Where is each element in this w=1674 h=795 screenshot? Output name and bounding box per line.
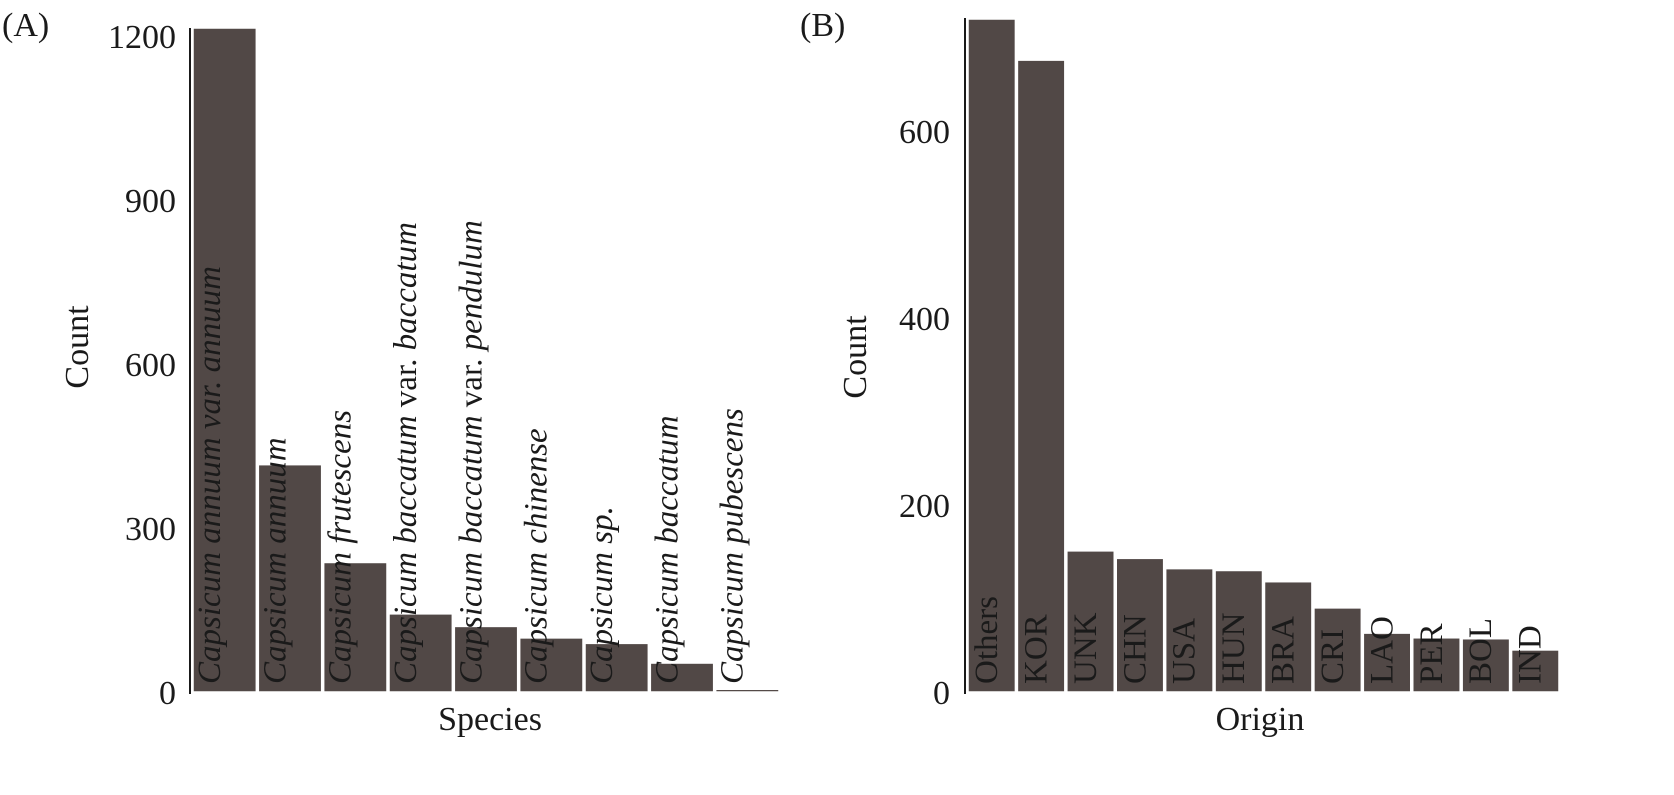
origin-count-chart: (B) 0 200 400 600 Others KOR UNK CHN USA HUN BRA C… (800, 7, 1560, 738)
bar-others (967, 18, 1017, 693)
panel-a-y-tick-label: 1200 (108, 19, 176, 56)
bar-label-cri: CRI (1315, 629, 1351, 684)
bar-label-capsicum-baccatum-var-pendulum: Capsicum baccatum var. pendulum (453, 220, 489, 684)
panel-b-x-axis-title: Origin (1216, 701, 1305, 738)
panel-b-letter: (B) (800, 7, 845, 44)
panel-a-y-axis-title: Count (59, 305, 96, 389)
bar-label-capsicum-chinense: Capsicum chinense (519, 428, 555, 684)
panel-b-y-tick-label: 400 (899, 301, 950, 338)
panel-b-bars (967, 18, 1560, 693)
bar-label-capsicum-annuum: Capsicum annuum (257, 437, 293, 684)
bar-chn (1115, 557, 1165, 693)
panel-a-y-ticks: 0 300 600 900 1200 (108, 19, 176, 712)
bar-label-chn: CHN (1117, 614, 1153, 684)
bar-per (1412, 637, 1461, 693)
bar-label-others: Others (969, 596, 1005, 684)
bar-usa (1164, 567, 1214, 693)
bar-capsicum-annuum-var-annuum (192, 27, 258, 693)
species-count-chart: (A) 0 300 600 900 1200 Capsicum annuum var. … (2, 7, 780, 738)
bar-capsicum-baccatum-var-pendulum (453, 625, 519, 693)
bar-kor (1016, 59, 1066, 693)
panel-a-y-tick-label: 900 (125, 183, 176, 220)
bar-label-capsicum-sp: Capsicum sp. (584, 506, 620, 684)
bar-label-capsicum-baccatum: Capsicum baccatum (649, 415, 685, 684)
bar-label-capsicum-baccatum-var-baccatum: Capsicum baccatum var. baccatum (388, 222, 424, 684)
panel-b-y-tick-label: 0 (933, 675, 950, 712)
panel-b-y-tick-label: 600 (899, 114, 950, 151)
panel-a-bars (192, 27, 780, 693)
panel-b-y-ticks: 0 200 400 600 (899, 114, 950, 712)
bar-hun (1214, 569, 1264, 693)
bar-capsicum-chinense (518, 637, 584, 693)
bar-capsicum-pubescens (714, 688, 780, 693)
panel-a-bar-labels: Capsicum annuum var. annuum Capsicum annu… (192, 220, 751, 684)
panel-a-y-tick-label: 0 (159, 675, 176, 712)
bar-label-capsicum-frutescens: Capsicum frutescens (323, 410, 359, 684)
bar-bol (1461, 637, 1511, 693)
bar-capsicum-baccatum-var-baccatum (388, 613, 454, 693)
bar-label-capsicum-annuum-var-annuum: Capsicum annuum var. annuum (192, 266, 228, 684)
bar-bra (1263, 580, 1313, 693)
bar-ind (1510, 649, 1560, 693)
bar-label-ind: IND (1513, 625, 1549, 684)
bar-label-hun: HUN (1216, 612, 1252, 684)
bar-label-per: PER (1414, 623, 1450, 684)
bar-label-capsicum-pubescens: Capsicum pubescens (715, 408, 751, 684)
panel-b-bar-labels: Others KOR UNK CHN USA HUN BRA CRI LAO PER BOL IND (969, 596, 1549, 684)
bar-capsicum-annuum (257, 463, 323, 693)
bar-cri (1313, 607, 1363, 693)
bar-label-kor: KOR (1018, 614, 1054, 684)
bar-label-bol: BOL (1463, 618, 1499, 684)
bar-capsicum-baccatum (649, 662, 715, 693)
bar-unk (1066, 550, 1116, 693)
panel-a-x-axis-title: Species (438, 701, 542, 738)
bar-label-lao: LAO (1364, 616, 1400, 684)
panel-a-y-tick-label: 300 (125, 511, 176, 548)
panel-a-y-tick-label: 600 (125, 347, 176, 384)
panel-b-y-axis-title: Count (837, 315, 874, 399)
panel-b-y-tick-label: 200 (899, 488, 950, 525)
panel-a-letter: (A) (2, 7, 49, 44)
bar-capsicum-sp (584, 642, 650, 693)
bar-label-usa: USA (1167, 618, 1203, 684)
bar-lao (1362, 632, 1412, 693)
bar-capsicum-frutescens (322, 561, 388, 693)
bar-label-bra: BRA (1266, 616, 1302, 684)
bar-label-unk: UNK (1068, 612, 1104, 684)
